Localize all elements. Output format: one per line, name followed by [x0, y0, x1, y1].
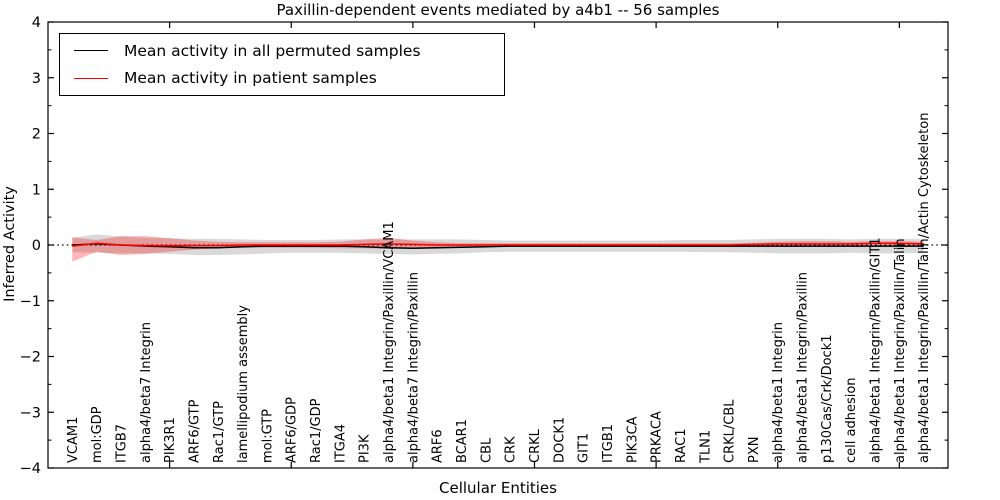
x-tick-label: alpha4/beta1 Integrin: [771, 322, 786, 463]
y-tick-label: −2: [20, 350, 41, 366]
x-tick-label: alpha4/beta7 Integrin/Paxillin: [406, 272, 421, 463]
legend-label: Mean activity in all permuted samples: [124, 41, 421, 60]
y-tick-label: 0: [32, 238, 41, 254]
x-tick-label: ITGB1: [601, 424, 616, 463]
x-tick-label: alpha4/beta1 Integrin/Paxillin: [796, 272, 811, 463]
x-tick-label: ARF6/GTP: [187, 399, 202, 463]
y-tick-label: −1: [20, 294, 41, 310]
x-tick-label: cell adhesion: [844, 377, 859, 463]
x-tick-label: CRKL/CBL: [723, 399, 738, 463]
series-line-patient: [72, 242, 924, 247]
x-tick-label: lamellipodium assembly: [236, 305, 251, 463]
x-tick-label: PXN: [747, 437, 762, 463]
x-tick-label: BCAR1: [455, 419, 470, 463]
x-tick-label: VCAM1: [66, 417, 81, 463]
x-tick-label: PIK3CA: [625, 416, 640, 463]
x-tick-label: TLN1: [698, 430, 713, 464]
x-tick-label: ITGB7: [115, 424, 130, 463]
x-tick-label: DOCK1: [552, 417, 567, 463]
y-tick-label: 3: [32, 71, 41, 87]
band-patient: [72, 236, 924, 262]
legend-entry-permuted: Mean activity in all permuted samples: [74, 38, 504, 64]
x-tick-label: PIK3R1: [163, 417, 178, 463]
x-tick-label: mol:GDP: [90, 406, 105, 463]
x-tick-label: PI3K: [358, 434, 373, 463]
x-tick-label: ARF6/GDP: [285, 397, 300, 463]
y-tick-label: −3: [20, 405, 41, 421]
legend-line-sample-black: [74, 50, 108, 52]
x-tick-label: CRKL: [528, 428, 543, 463]
y-tick-label: 1: [32, 182, 41, 198]
legend-label: Mean activity in patient samples: [124, 69, 377, 88]
x-tick-label: alpha4/beta7 Integrin: [139, 322, 154, 463]
x-tick-label: alpha4/beta1 Integrin/Paxillin/Talin/Act…: [917, 113, 932, 463]
legend-box: Mean activity in all permuted samples Me…: [59, 33, 505, 96]
x-tick-label: RAC1: [674, 428, 689, 463]
legend-entry-patient: Mean activity in patient samples: [74, 65, 504, 91]
x-tick-label: Rac1/GTP: [212, 401, 227, 463]
y-tick-label: 4: [32, 15, 41, 31]
x-tick-label: ARF6: [431, 429, 446, 463]
x-tick-label: PRKACA: [650, 411, 665, 463]
y-axis-label: Inferred Activity: [2, 186, 18, 302]
x-tick-label: CRK: [504, 436, 519, 463]
series-line-permuted: [72, 243, 924, 250]
x-tick-label: Rac1/GDP: [309, 398, 324, 463]
x-tick-label: GIT1: [577, 433, 592, 463]
x-axis-label: Cellular Entities: [439, 479, 557, 497]
x-tick-label: alpha4/beta1 Integrin/Paxillin/Talin: [893, 238, 908, 463]
x-tick-label: alpha4/beta1 Integrin/Paxillin/GIT1: [869, 237, 884, 463]
x-tick-label: p130Cas/Crk/Dock1: [820, 334, 835, 463]
x-tick-label: ITGA4: [333, 424, 348, 463]
x-tick-label: mol:GTP: [260, 409, 275, 463]
y-tick-label: 2: [32, 127, 41, 143]
x-tick-label: alpha4/beta1 Integrin/Paxillin/VCAM1: [382, 221, 397, 463]
x-tick-label: CBL: [479, 437, 494, 463]
chart-title: Paxillin-dependent events mediated by a4…: [276, 1, 720, 19]
legend-line-sample-red: [74, 77, 108, 79]
y-tick-label: −4: [20, 461, 41, 477]
